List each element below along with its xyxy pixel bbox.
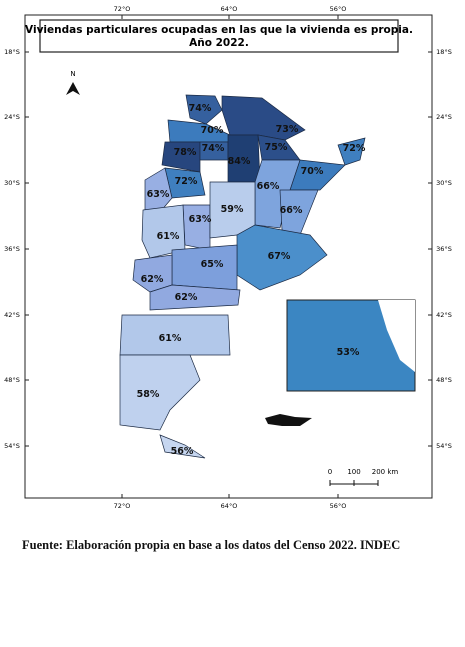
region-label: 59% bbox=[221, 204, 244, 215]
title: Viviendas particulares ocupadas en las q… bbox=[25, 24, 413, 36]
region-label: 62% bbox=[175, 292, 198, 303]
lat-label: 30°S bbox=[4, 179, 20, 187]
region-label: 72% bbox=[343, 143, 366, 154]
region bbox=[236, 224, 328, 291]
lon-label: 64°O bbox=[221, 5, 238, 13]
lat-label: 42°S bbox=[4, 311, 20, 319]
region bbox=[185, 94, 223, 125]
lon-label: 72°O bbox=[114, 5, 131, 13]
lat-label: 30°S bbox=[436, 179, 452, 187]
region-label: 53% bbox=[337, 347, 360, 358]
region-label: 78% bbox=[174, 147, 197, 158]
region-label: 74% bbox=[189, 103, 212, 114]
region-label: 75% bbox=[265, 142, 288, 153]
islands bbox=[265, 414, 312, 426]
title-box bbox=[39, 19, 399, 53]
region-label: 56% bbox=[171, 446, 194, 457]
lat-label: 54°S bbox=[4, 442, 20, 450]
lon-label: 56°O bbox=[330, 502, 347, 510]
region-label: 67% bbox=[268, 251, 291, 262]
lat-label: 54°S bbox=[436, 442, 452, 450]
lat-label: 48°S bbox=[436, 376, 452, 384]
source: Fuente: Elaboración propia en base a los… bbox=[22, 538, 401, 552]
region bbox=[149, 284, 241, 311]
region-label: 72% bbox=[175, 176, 198, 187]
scale-label: 200 km bbox=[372, 468, 399, 476]
lon-label: 64°O bbox=[221, 502, 238, 510]
lat-label: 18°S bbox=[4, 48, 20, 56]
scale-label: 0 bbox=[328, 468, 332, 476]
lat-label: 24°S bbox=[4, 113, 20, 121]
region bbox=[141, 204, 186, 259]
north-label: N bbox=[70, 70, 75, 78]
region-label: 63% bbox=[189, 214, 212, 225]
region-label: 70% bbox=[201, 125, 224, 136]
lat-label: 24°S bbox=[436, 113, 452, 121]
region-label: 70% bbox=[301, 166, 324, 177]
region-label: 66% bbox=[257, 181, 280, 192]
region-label: 84% bbox=[228, 156, 251, 167]
region-label: 74% bbox=[202, 143, 225, 154]
region-label: 61% bbox=[159, 333, 182, 344]
region-label: 58% bbox=[137, 389, 160, 400]
lat-label: 42°S bbox=[436, 311, 452, 319]
region-label: 65% bbox=[201, 259, 224, 270]
region bbox=[337, 137, 366, 166]
lat-label: 36°S bbox=[436, 245, 452, 253]
region-label: 66% bbox=[280, 205, 303, 216]
lon-label: 56°O bbox=[330, 5, 347, 13]
lat-label: 18°S bbox=[436, 48, 452, 56]
region-label: 63% bbox=[147, 189, 170, 200]
region-label: 73% bbox=[276, 124, 299, 135]
inset-water bbox=[378, 300, 415, 372]
region-label: 61% bbox=[157, 231, 180, 242]
region bbox=[182, 204, 211, 251]
map: Viviendas particulares ocupadas en las q… bbox=[4, 5, 452, 510]
lon-label: 72°O bbox=[114, 502, 131, 510]
region bbox=[119, 354, 201, 431]
title: Año 2022. bbox=[189, 37, 249, 49]
scale-label: 100 bbox=[347, 468, 360, 476]
region bbox=[144, 167, 173, 213]
lat-label: 48°S bbox=[4, 376, 20, 384]
north-arrow bbox=[66, 82, 80, 95]
lat-label: 36°S bbox=[4, 245, 20, 253]
region bbox=[119, 314, 231, 356]
region-label: 62% bbox=[141, 274, 164, 285]
region bbox=[159, 434, 206, 459]
